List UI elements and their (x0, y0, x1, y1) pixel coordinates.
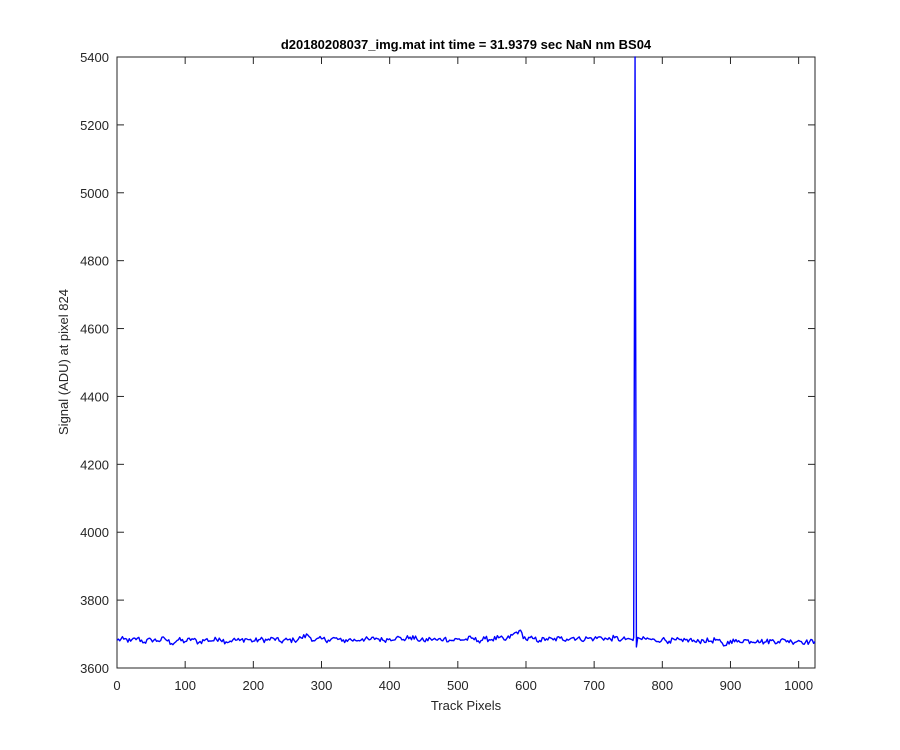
y-tick-label: 4800 (80, 254, 109, 269)
y-tick-label: 4000 (80, 525, 109, 540)
x-tick-label: 700 (583, 678, 605, 693)
x-tick-label: 400 (379, 678, 401, 693)
axes-box (116, 56, 816, 669)
chart-title: d20180208037_img.mat int time = 31.9379 … (281, 37, 652, 52)
y-tick-label: 4600 (80, 322, 109, 337)
y-axis-label: Signal (ADU) at pixel 824 (56, 289, 71, 435)
plot-area (116, 56, 816, 669)
series-layer (116, 56, 816, 648)
y-tick-label: 5200 (80, 118, 109, 133)
x-tick-label: 600 (515, 678, 537, 693)
x-tick-label: 500 (447, 678, 469, 693)
x-tick-label: 100 (174, 678, 196, 693)
y-tick-label: 3800 (80, 593, 109, 608)
x-tick-label: 900 (720, 678, 742, 693)
x-tick-label: 200 (242, 678, 264, 693)
x-tick-label: 1000 (784, 678, 813, 693)
y-tick-label: 4400 (80, 389, 109, 404)
y-tick-label: 5400 (80, 50, 109, 65)
x-tick-label: 0 (113, 678, 120, 693)
x-tick-label: 300 (311, 678, 333, 693)
x-tick-label: 800 (651, 678, 673, 693)
y-axis-ticks: 3600 3800 4000 4200 4400 4600 4800 5000 5200 5400 (80, 50, 815, 676)
y-tick-label: 4200 (80, 457, 109, 472)
y-tick-label: 5000 (80, 186, 109, 201)
y-tick-label: 3600 (80, 661, 109, 676)
x-axis-label: Track Pixels (431, 698, 502, 713)
series-line (116, 56, 816, 648)
x-axis-ticks: 0 100 200 300 400 500 600 700 800 900 1000 (113, 57, 813, 693)
